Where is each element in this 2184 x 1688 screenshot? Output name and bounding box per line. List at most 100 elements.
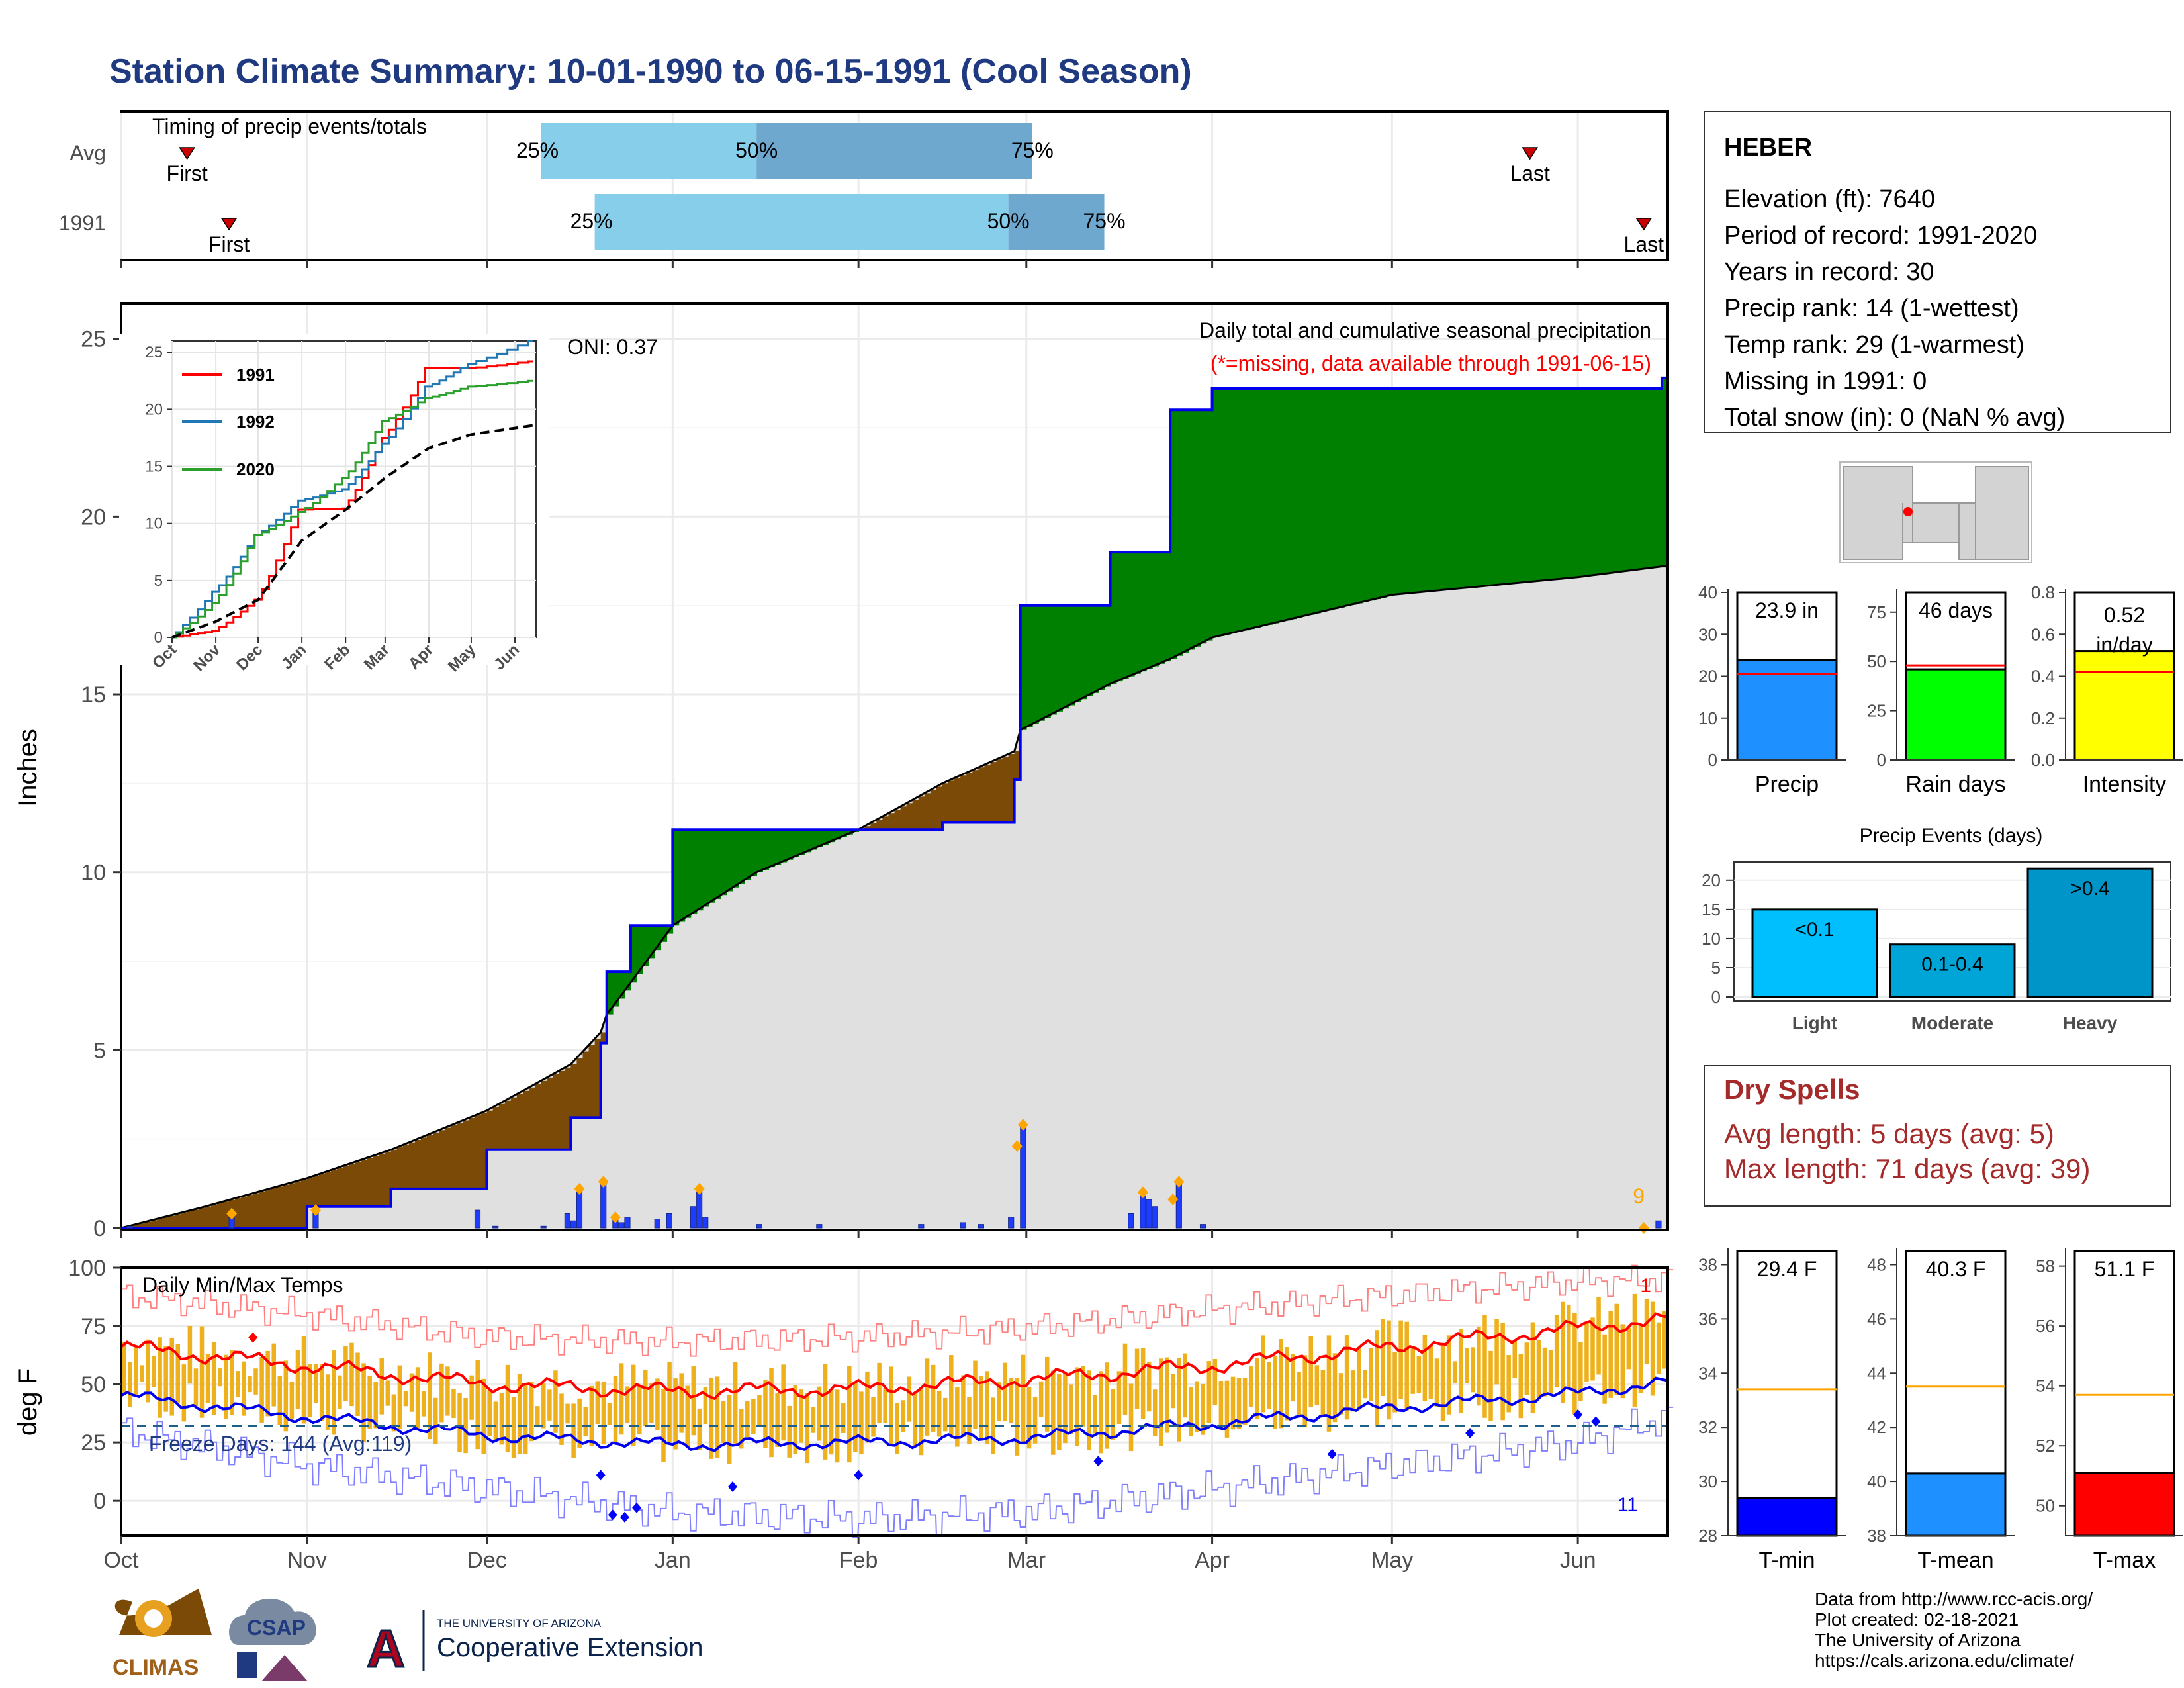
deficit-area: [145, 1221, 152, 1228]
surplus-area: [612, 972, 619, 1007]
surplus-area: [751, 829, 757, 876]
summary-bars: 23.9 in 0 10 20 30 40 Precip 46 days 0 25 50 75 Rain…: [1698, 583, 2183, 797]
daily-temp-bar: [385, 1380, 390, 1406]
surplus-area: [732, 829, 739, 888]
timing-label-50: 50%: [735, 138, 778, 162]
deficit-area: [906, 803, 913, 830]
surplus-area: [1200, 410, 1207, 644]
temp-ytick-label: 50: [81, 1372, 106, 1397]
daily-temp-bar: [613, 1375, 618, 1442]
surplus-area: [1206, 410, 1213, 641]
daily-temp-bar: [523, 1385, 528, 1454]
record-marker: [1573, 1409, 1583, 1420]
daily-temp-bar: [1314, 1365, 1320, 1405]
daily-temp-bar: [1363, 1370, 1367, 1399]
daily-temp-bar: [1326, 1335, 1332, 1432]
surplus-area: [1553, 388, 1561, 580]
daily-temp-bar: [122, 1342, 126, 1393]
daily-temp-bar: [1021, 1354, 1026, 1445]
daily-temp-bar: [1044, 1356, 1050, 1432]
daily-temp-bar: [925, 1358, 930, 1436]
daily-temp-bar: [679, 1373, 684, 1433]
station-elevation: Elevation (ft): 7640: [1724, 185, 1935, 213]
mini-bar-frame: [2073, 591, 2175, 653]
daily-temp-bar: [236, 1371, 240, 1397]
timing-bar-50-75: [1008, 194, 1105, 250]
daily-precip-bar: [1008, 1217, 1015, 1229]
average-max-line: [120, 1312, 1668, 1401]
surplus-area: [1224, 388, 1231, 635]
surplus-area: [1608, 388, 1615, 573]
daily-temp-bar: [1620, 1324, 1625, 1399]
daily-temp-bar: [1410, 1346, 1416, 1394]
page-title: Station Climate Summary: 10-01-1990 to 0…: [109, 52, 1192, 91]
surplus-area: [792, 829, 799, 857]
deficit-area: [480, 1113, 488, 1189]
deficit-area: [594, 1039, 602, 1118]
deficit-area: [547, 1077, 553, 1150]
daily-temp-bar: [415, 1367, 420, 1430]
deficit-area: [876, 820, 884, 830]
average-cumulative-area: [121, 566, 1668, 1228]
events-tick-label: 5: [1711, 958, 1721, 978]
surplus-area: [1128, 552, 1135, 677]
surplus-area: [1433, 388, 1441, 591]
daily-temp-bar: [1038, 1381, 1044, 1417]
csap-logo: CSAP: [229, 1598, 316, 1681]
surplus-area: [1134, 552, 1141, 674]
daily-temp-bar: [751, 1399, 756, 1434]
daily-temp-bar: [709, 1377, 714, 1459]
surplus-area: [1404, 388, 1411, 594]
daily-temp-bar: [271, 1343, 276, 1407]
daily-temp-bar: [1032, 1397, 1038, 1444]
daily-temp-bar: [1236, 1378, 1242, 1429]
surplus-area: [1457, 388, 1465, 589]
daily-precip-bar: [540, 1225, 547, 1229]
daily-temp-bar: [1471, 1347, 1475, 1393]
deficit-area: [349, 1164, 356, 1207]
mini-bar-value: 46 days: [1919, 598, 1993, 622]
daily-temp-bar: [140, 1365, 144, 1382]
surplus-area: [834, 829, 841, 840]
deficit-area: [888, 813, 895, 830]
surplus-area: [1631, 388, 1639, 571]
daily-temp-bar: [481, 1378, 486, 1454]
surplus-area: [726, 829, 733, 892]
surplus-area: [672, 829, 680, 926]
daily-temp-bar: [1201, 1383, 1205, 1435]
record-max-line: [121, 1264, 1674, 1357]
timing-panel: 25% 50% 75% First Last 25% 50% 75% First Last Tim…: [59, 110, 1669, 268]
temp-summary-tick-label: 54: [2036, 1376, 2055, 1396]
daily-temp-bar: [1087, 1370, 1091, 1451]
deficit-area: [954, 778, 961, 823]
daily-temp-bar: [673, 1378, 678, 1450]
surplus-area: [1524, 388, 1531, 583]
daily-temp-bar: [727, 1395, 732, 1464]
daily-precip-bar: [1152, 1206, 1158, 1229]
surplus-area: [1314, 388, 1321, 614]
surplus-area: [780, 829, 788, 863]
timing-label-50: 50%: [987, 209, 1030, 233]
daily-temp-bar: [217, 1368, 222, 1387]
daily-temp-bar: [619, 1363, 624, 1435]
dry-spells-avg: Avg length: 5 days (avg: 5): [1724, 1118, 2054, 1149]
precip-ytick-label: 0: [93, 1216, 106, 1241]
event-category-label: Heavy: [2063, 1013, 2118, 1033]
deficit-area: [469, 1117, 476, 1189]
deficit-area: [312, 1176, 320, 1207]
daily-temp-bar: [1428, 1346, 1433, 1399]
daily-temp-bar: [775, 1393, 780, 1447]
surplus-area: [745, 829, 751, 880]
surplus-area: [816, 829, 823, 847]
temp-summary-tick-label: 56: [2036, 1316, 2055, 1336]
daily-temp-bar: [439, 1363, 444, 1423]
events-tick-label: 15: [1702, 900, 1721, 919]
heavy-event-marker: [574, 1182, 585, 1195]
daily-temp-bar: [1291, 1354, 1295, 1402]
deficit-area: [414, 1140, 422, 1189]
daily-temp-bar: [1644, 1299, 1649, 1364]
climas-text: CLIMAS: [113, 1655, 199, 1680]
mini-bar-tick-label: 50: [1867, 651, 1886, 671]
heavy-event-marker: [1017, 1119, 1028, 1131]
daily-temp-bar: [1656, 1322, 1661, 1374]
